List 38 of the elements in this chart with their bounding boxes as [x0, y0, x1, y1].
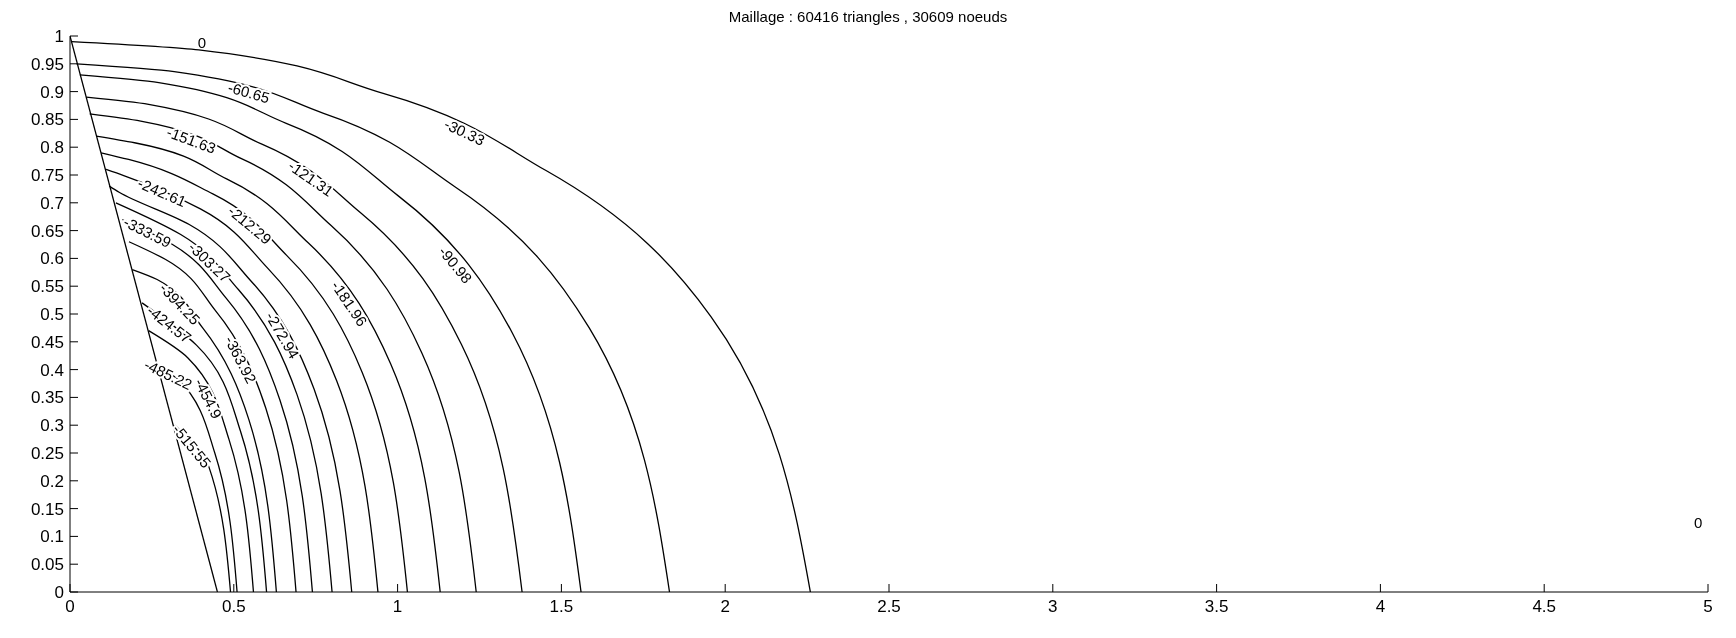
y-tick-label: 0.95 — [30, 54, 64, 74]
text: -151.63 — [164, 123, 219, 157]
x-tick-label: 2.5 — [877, 597, 901, 617]
chart-title: Maillage : 60416 triangles , 30609 noeuds — [727, 8, 1009, 26]
y-tick-label: 0.75 — [30, 166, 64, 186]
x-tick-label: 2 — [720, 597, 730, 617]
y-tick-label: 0.65 — [30, 221, 64, 241]
text: -30.33 — [441, 115, 488, 149]
annotation: 0 — [197, 34, 207, 51]
y-tick-label: 0.8 — [40, 138, 64, 158]
x-tick-label: 3.5 — [1204, 597, 1229, 617]
x-tick-label: 4 — [1375, 597, 1386, 617]
x-tick-label: 1.5 — [549, 597, 574, 617]
y-tick-label: 0.9 — [40, 82, 64, 102]
y-tick-label: 0.3 — [40, 416, 64, 436]
y-tick-label: 0.45 — [30, 332, 64, 352]
y-tick-label: 0.55 — [30, 277, 64, 297]
y-tick-label: 0.05 — [30, 555, 64, 575]
y-tick-label: 0.7 — [40, 193, 64, 213]
x-tick-label: 3 — [1048, 597, 1058, 617]
text: -60.65 — [226, 78, 272, 107]
y-tick-label: 1 — [54, 27, 64, 47]
x-tick-label: 1 — [392, 597, 403, 617]
x-tick-label: 4.5 — [1532, 597, 1557, 617]
annotation: 0 — [1694, 514, 1703, 532]
y-tick-label: 0.35 — [30, 388, 64, 408]
x-tick-label: 5 — [1703, 597, 1713, 617]
y-tick-label: 0.5 — [40, 305, 64, 325]
text: -454.9 — [191, 375, 226, 422]
y-tick-label: 0.2 — [40, 471, 64, 491]
y-tick-label: 0.6 — [40, 249, 64, 269]
y-tick-label: 0.25 — [30, 444, 64, 464]
y-tick-label: 0.15 — [30, 499, 64, 519]
y-tick-label: 0.1 — [40, 527, 64, 547]
x-tick-label: 0.5 — [221, 597, 246, 617]
y-tick-label: 0.85 — [30, 110, 64, 130]
y-tick-label: 0.4 — [40, 360, 64, 380]
y-tick-label: 0 — [54, 583, 64, 603]
